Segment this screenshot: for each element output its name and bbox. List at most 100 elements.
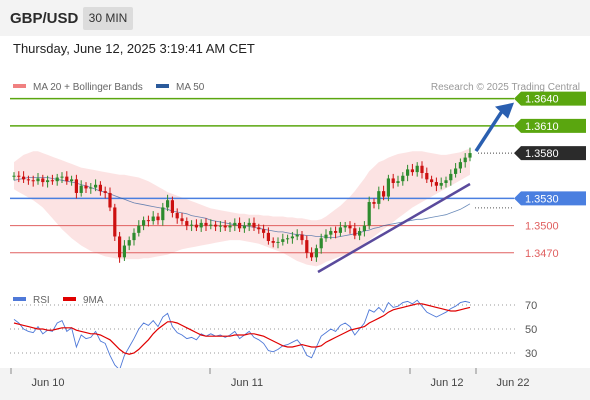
- candle-body: [79, 185, 83, 193]
- candle-body: [305, 240, 309, 253]
- candle-body: [252, 222, 256, 228]
- candle-body: [36, 178, 40, 182]
- level-label-resistance: 1.3610: [525, 121, 559, 133]
- candle-body: [434, 182, 438, 186]
- time-tick-label: Jun 12: [430, 377, 463, 389]
- candle-body: [266, 232, 270, 242]
- time-tick-label: Jun 22: [496, 377, 529, 389]
- candle-body: [338, 227, 342, 233]
- time-tick-label: Jun 11: [231, 377, 263, 389]
- candle-body: [46, 180, 50, 183]
- candle-body: [286, 238, 290, 240]
- candle-body: [454, 168, 458, 174]
- candle-body: [276, 241, 280, 243]
- candle-body: [377, 191, 381, 204]
- candle-body: [170, 200, 174, 213]
- candle-body: [386, 178, 390, 197]
- candle-body: [334, 231, 338, 233]
- candle-body: [233, 222, 237, 226]
- candle-body: [247, 222, 251, 226]
- candle-body: [194, 224, 198, 228]
- rsi-tick-label: 30: [525, 348, 537, 360]
- rsi-legend-swatch: [63, 297, 76, 301]
- candle-body: [199, 222, 203, 228]
- candle-body: [156, 216, 160, 221]
- candle-body: [415, 165, 419, 173]
- level-label-resistance: 1.3640: [525, 94, 559, 106]
- timeframe-button[interactable]: 30 MIN: [83, 7, 133, 30]
- bollinger-band: [14, 148, 470, 267]
- candle-body: [50, 180, 54, 182]
- chart-datetime: Thursday, June 12, 2025 3:19:41 AM CET: [13, 41, 255, 56]
- candle-body: [127, 240, 131, 246]
- legend-label: MA 50: [176, 82, 205, 93]
- symbol-title: GBP/USD: [10, 10, 79, 27]
- candle-body: [223, 225, 227, 228]
- candle-body: [218, 225, 222, 227]
- candle-body: [137, 225, 141, 233]
- candle-body: [343, 225, 347, 228]
- rsi-legend-swatch: [13, 297, 26, 301]
- candle-body: [204, 222, 208, 226]
- candle-body: [60, 176, 64, 178]
- price-chart-panel: MA 20 + Bollinger Bands MA 50 Research © 2…: [0, 70, 590, 285]
- ma50-line: [13, 177, 471, 238]
- candle-body: [146, 220, 150, 222]
- candle-body: [89, 187, 93, 189]
- candle-body: [103, 191, 107, 193]
- candle-body: [290, 236, 294, 239]
- candle-body: [17, 175, 21, 177]
- rsi-legend: RSI 9MA: [13, 295, 104, 306]
- candle-body: [463, 157, 467, 163]
- candle-body: [382, 191, 386, 197]
- candle-body: [65, 176, 69, 182]
- rsi-legend-label: RSI: [33, 295, 50, 306]
- candle-body: [367, 202, 371, 226]
- research-credit: Research © 2025 Trading Central: [431, 82, 580, 93]
- candle-body: [84, 185, 88, 189]
- candle-body: [151, 216, 155, 222]
- candle-body: [185, 221, 189, 226]
- candle-body: [406, 169, 410, 176]
- candle-body: [190, 224, 194, 226]
- legend-swatch: [13, 84, 26, 88]
- candle-body: [420, 165, 424, 174]
- candle-body: [300, 234, 304, 241]
- candle-body: [439, 182, 443, 186]
- candle-body: [310, 252, 314, 258]
- candle-body: [180, 218, 184, 222]
- price-chart: MA 20 + Bollinger Bands MA 50 Research © 2…: [10, 82, 586, 274]
- rsi-9ma-line: [13, 303, 471, 355]
- candle-body: [271, 241, 275, 243]
- rsi-line: [13, 299, 471, 371]
- candle-body: [214, 224, 218, 227]
- candle-body: [281, 239, 285, 242]
- candle-body: [166, 200, 170, 208]
- level-tag-resistance: [514, 118, 586, 133]
- time-tick-label: Jun 10: [31, 377, 64, 389]
- forecast-arrowhead: [495, 102, 514, 119]
- candle-body: [22, 176, 26, 180]
- candle-body: [329, 231, 333, 235]
- candle-body: [410, 169, 414, 173]
- candle-body: [70, 179, 74, 182]
- candle-body: [74, 179, 78, 193]
- candle-body: [314, 248, 318, 258]
- candle-body: [444, 180, 448, 183]
- candle-body: [353, 228, 357, 236]
- candle-body: [348, 225, 352, 229]
- candle-body: [458, 162, 462, 169]
- candle-body: [430, 179, 434, 183]
- rsi-panel: RSI 9MA 70 50 30: [0, 285, 590, 371]
- candle-body: [262, 229, 266, 233]
- candle-body: [132, 232, 136, 241]
- candle-body: [324, 234, 328, 239]
- candle-body: [468, 153, 472, 158]
- candle-body: [55, 177, 59, 182]
- rsi-tick-label: 70: [525, 300, 537, 312]
- legend-label: MA 20 + Bollinger Bands: [33, 82, 143, 93]
- candle-body: [118, 236, 122, 258]
- candle-body: [358, 231, 362, 236]
- candle-body: [108, 192, 112, 208]
- candle-body: [238, 222, 242, 229]
